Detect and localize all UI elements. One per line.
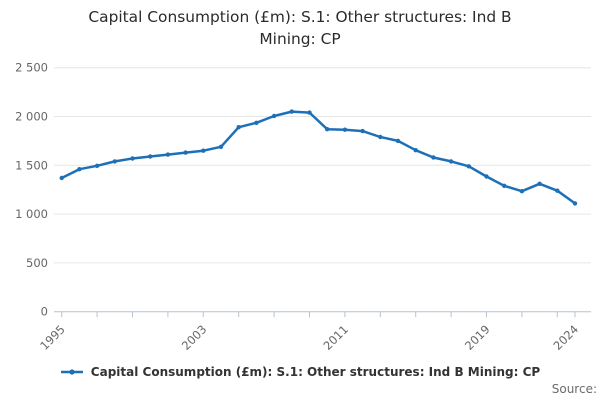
- data-point[interactable]: [165, 152, 171, 157]
- legend-label: Capital Consumption (£m): S.1: Other str…: [90, 365, 541, 379]
- y-tick-label: 1 000: [15, 207, 48, 221]
- data-point[interactable]: [342, 127, 348, 132]
- y-tick-label: 0: [41, 305, 48, 319]
- data-point[interactable]: [148, 154, 153, 159]
- y-tick-label: 500: [26, 256, 48, 270]
- data-point[interactable]: [572, 201, 578, 206]
- y-tick-label: 1 500: [15, 158, 48, 172]
- source-note: Source:: [551, 382, 597, 396]
- data-point[interactable]: [555, 188, 560, 193]
- data-line: [60, 110, 577, 205]
- data-point[interactable]: [236, 125, 241, 130]
- data-point[interactable]: [254, 120, 259, 126]
- data-point[interactable]: [201, 148, 206, 153]
- x-tick-label: 2019: [462, 322, 493, 353]
- x-axis: [54, 311, 591, 318]
- data-point[interactable]: [307, 110, 312, 115]
- data-series: [59, 109, 578, 206]
- data-point[interactable]: [130, 156, 135, 161]
- y-axis-labels: 0 500 1 000 1 500 2 000 2 500: [15, 61, 48, 319]
- data-point[interactable]: [466, 164, 471, 169]
- data-point[interactable]: [395, 138, 401, 144]
- x-tick-label: 2011: [320, 322, 351, 353]
- data-point[interactable]: [271, 113, 277, 119]
- data-point[interactable]: [112, 159, 118, 164]
- x-tick-label: 2024: [551, 322, 582, 353]
- chart-title: Capital Consumption (£m): S.1: Other str…: [88, 8, 512, 48]
- data-point[interactable]: [519, 189, 525, 194]
- data-point[interactable]: [77, 167, 82, 172]
- data-point[interactable]: [448, 159, 454, 164]
- data-point[interactable]: [537, 181, 542, 186]
- y-tick-label: 2 000: [15, 110, 48, 124]
- data-point[interactable]: [289, 109, 294, 114]
- data-point[interactable]: [378, 134, 383, 140]
- data-point[interactable]: [360, 128, 365, 134]
- data-point[interactable]: [413, 148, 418, 153]
- grid-lines: [54, 67, 591, 264]
- data-point[interactable]: [325, 127, 330, 132]
- legend-line-marker-icon: [60, 369, 83, 375]
- x-axis-labels: 1995 2003 2011 2019 2024: [37, 322, 581, 353]
- legend-item[interactable]: Capital Consumption (£m): S.1: Other str…: [0, 365, 600, 379]
- y-tick-label: 2 500: [15, 61, 48, 75]
- data-point[interactable]: [502, 183, 507, 188]
- x-tick-label: 1995: [37, 322, 68, 353]
- data-point[interactable]: [94, 163, 100, 168]
- data-point[interactable]: [183, 150, 188, 155]
- data-point[interactable]: [484, 174, 489, 179]
- data-point[interactable]: [218, 144, 224, 149]
- data-point[interactable]: [431, 155, 436, 160]
- x-tick-label: 2003: [179, 322, 210, 353]
- data-point[interactable]: [59, 175, 64, 181]
